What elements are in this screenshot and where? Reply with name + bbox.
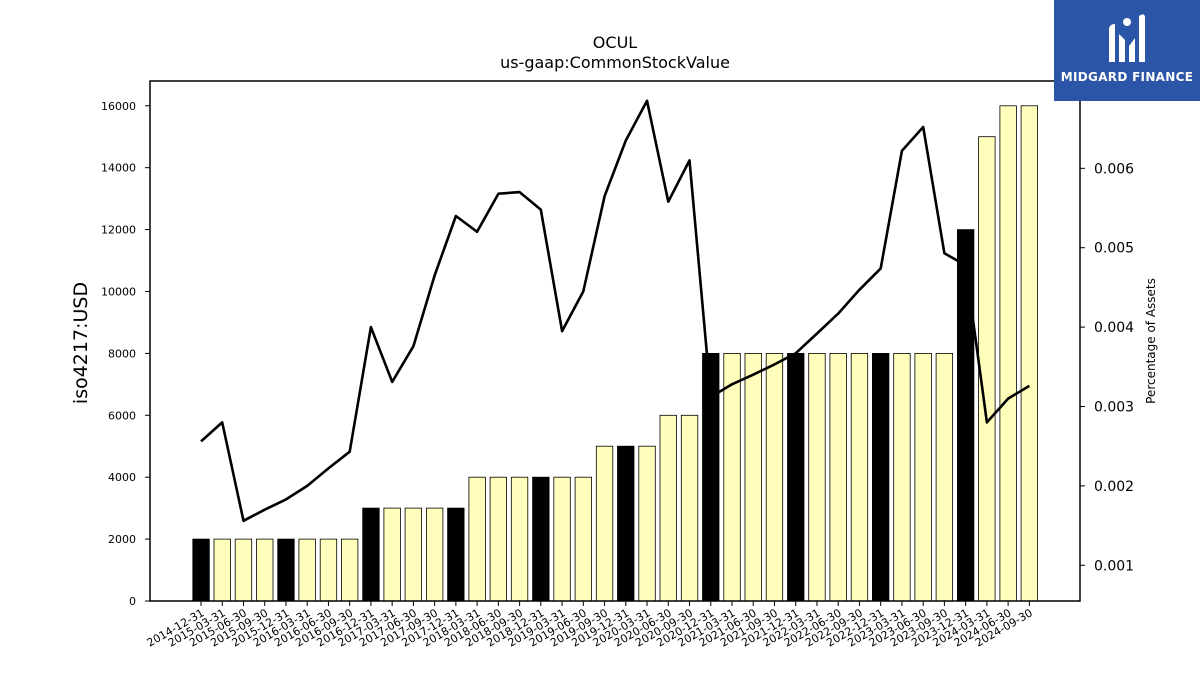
bar — [680, 414, 699, 602]
bar — [872, 352, 890, 602]
bar — [510, 476, 529, 602]
bar — [234, 538, 253, 602]
bar — [595, 445, 614, 602]
y2-tick-label: 0.002 — [1094, 479, 1134, 495]
bar — [638, 445, 656, 602]
bar — [1020, 105, 1038, 602]
bar — [935, 352, 953, 602]
bar — [298, 538, 316, 602]
y2-tick-label: 0.001 — [1094, 558, 1134, 574]
y2-tick-label: 0.005 — [1094, 241, 1134, 257]
bar — [829, 352, 847, 602]
bar-series — [192, 105, 1038, 602]
bar — [723, 352, 741, 602]
y-axis: 0 2000 4000 6000 8000 10000 12000 14000 16000 — [101, 100, 150, 608]
bar — [404, 507, 423, 602]
bar — [787, 352, 805, 602]
y2-axis: 0.001 0.002 0.003 0.004 0.005 0.006 — [1080, 161, 1134, 574]
y-tick-label: 0 — [129, 595, 136, 608]
bar — [532, 476, 550, 602]
bar — [957, 229, 975, 602]
x-axis: 2014-12-312015-03-312015-06-302015-09-30… — [145, 601, 1035, 650]
logo-text: MIDGARD FINANCE — [1060, 70, 1194, 84]
bar — [999, 105, 1017, 602]
bar — [808, 352, 826, 602]
bar — [213, 538, 231, 602]
y-tick-label: 8000 — [108, 347, 136, 360]
bar — [850, 352, 869, 602]
bar — [383, 507, 401, 602]
bar — [765, 352, 784, 602]
bar — [914, 352, 932, 602]
y-tick-label: 14000 — [101, 162, 136, 175]
logo: MIDGARD FINANCE — [1054, 0, 1200, 101]
y-axis-label: iso4217:USD — [70, 282, 92, 404]
y-tick-label: 10000 — [101, 285, 136, 298]
chart-subtitle: us-gaap:CommonStockValue — [500, 53, 730, 72]
bar — [468, 476, 486, 602]
bar — [362, 507, 380, 602]
bar — [319, 538, 338, 602]
bar — [340, 538, 359, 602]
bar — [893, 352, 911, 602]
plot-frame — [149, 80, 1081, 602]
y-tick-label: 4000 — [108, 471, 136, 484]
midgard-logo-icon — [1109, 14, 1145, 62]
y2-tick-label: 0.006 — [1094, 161, 1134, 177]
bar — [425, 507, 444, 602]
line-series — [200, 99, 1031, 523]
y-tick-label: 2000 — [108, 533, 136, 546]
bar — [617, 445, 635, 602]
y2-tick-label: 0.003 — [1094, 399, 1134, 415]
y-tick-label: 12000 — [101, 224, 136, 237]
chart-title: OCUL — [593, 33, 637, 52]
line-path — [200, 99, 1031, 523]
y2-tick-label: 0.004 — [1094, 320, 1134, 336]
bar — [978, 136, 996, 602]
bar — [256, 538, 274, 602]
bar — [553, 476, 571, 602]
y-tick-label: 6000 — [108, 409, 136, 422]
bar — [192, 538, 210, 602]
bar — [277, 538, 295, 602]
bar — [574, 476, 592, 602]
y2-axis-label: Percentage of Assets — [1144, 278, 1158, 404]
bar — [489, 476, 508, 602]
bar — [659, 414, 677, 602]
y-tick-label: 16000 — [101, 100, 136, 113]
bar — [744, 352, 762, 602]
bar — [447, 507, 465, 602]
